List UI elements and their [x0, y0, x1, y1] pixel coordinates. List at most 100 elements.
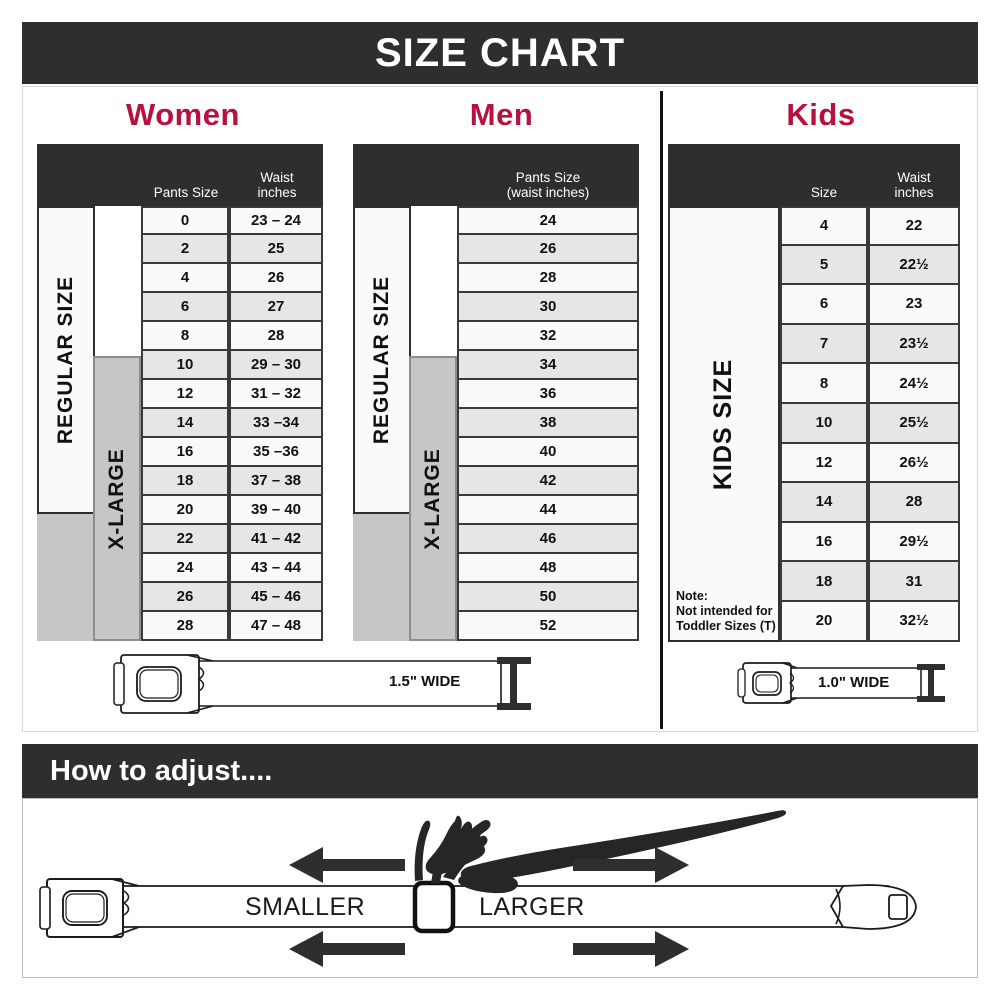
men-cell-size: 30	[457, 293, 639, 320]
kids-cell-waist: 22½	[868, 245, 960, 284]
men-cell-size: 44	[457, 496, 639, 523]
column-header-pants-size-men: Pants Size (waist inches)	[457, 170, 639, 206]
table-row: 18 37 – 38	[141, 467, 323, 496]
men-cell-size: 42	[457, 467, 639, 494]
women-cell-size: 6	[141, 293, 229, 320]
women-cell-waist: 39 – 40	[229, 496, 323, 523]
kids-cell-size: 6	[780, 285, 868, 323]
table-row: 7 23½	[780, 324, 960, 365]
column-header-waist-kids-line2: inches	[894, 185, 934, 200]
column-header-waist-inches: Waist inches	[231, 170, 323, 206]
men-cell-size: 34	[457, 351, 639, 378]
rows-men: 24 26 28 30 32 34 36 38 40 42 44 46 48 50 52	[457, 206, 639, 641]
women-cell-waist: 28	[229, 322, 323, 349]
table-header-kids: Size Waist inches	[668, 144, 960, 206]
men-cell-size: 36	[457, 380, 639, 407]
belt-width-label-kids: 1.0" WIDE	[818, 674, 890, 691]
table-row: 28	[457, 264, 639, 293]
rows-kids: 4 22 5 22½ 6 23 7 23½ 8 24½ 10 25½ 12 26½ 14 28 16 29½ 18 3…	[780, 206, 960, 642]
women-cell-size: 14	[141, 409, 229, 436]
table-row: 20 32½	[780, 601, 960, 642]
kids-size-panel: KIDS SIZE Note: Not intended for Toddler…	[668, 206, 780, 642]
table-row: 16 29½	[780, 522, 960, 563]
kids-cell-waist: 24½	[868, 364, 960, 402]
table-row: 14 28	[780, 483, 960, 523]
men-cell-size: 46	[457, 525, 639, 552]
men-cell-size: 40	[457, 438, 639, 465]
women-cell-waist: 25	[229, 235, 323, 262]
women-cell-size: 2	[141, 235, 229, 262]
belt-diagram-adult-svg	[113, 654, 531, 714]
table-body-men: REGULAR SIZE X-LARGE 24 26 28 30 32 34 36 38 40 4…	[353, 206, 639, 641]
regular-size-panel-men: REGULAR SIZE	[353, 206, 411, 514]
table-row: 8 24½	[780, 364, 960, 404]
page-title: SIZE CHART	[375, 30, 625, 75]
kids-size-label: KIDS SIZE	[709, 358, 738, 490]
women-cell-size: 22	[141, 525, 229, 552]
table-row: 18 31	[780, 562, 960, 602]
table-women: Pants Size Waist inches REGULAR SIZE	[37, 144, 323, 641]
table-row: 5 22½	[780, 245, 960, 286]
column-header-waist-kids: Waist inches	[868, 170, 960, 206]
kids-note-line3: Toddler Sizes (T)	[676, 619, 776, 633]
section-kids: Kids Size Waist inches KIDS SIZE	[663, 87, 979, 642]
column-header-waist-kids-line1: Waist	[897, 170, 931, 185]
table-row: 20 39 – 40	[141, 496, 323, 525]
kids-cell-size: 18	[780, 562, 868, 600]
kids-cell-waist: 22	[868, 208, 960, 244]
table-row: 2 25	[141, 235, 323, 264]
women-cell-size: 28	[141, 612, 229, 639]
kids-cell-waist: 23	[868, 285, 960, 323]
column-header-waist-line1: Waist	[260, 170, 294, 185]
men-cell-size: 32	[457, 322, 639, 349]
label-column-kids: KIDS SIZE Note: Not intended for Toddler…	[668, 206, 780, 642]
table-row: 8 28	[141, 322, 323, 351]
kids-cell-waist: 25½	[868, 403, 960, 442]
table-row: 10 25½	[780, 403, 960, 444]
women-cell-size: 0	[141, 208, 229, 233]
how-to-adjust-bar: How to adjust....	[22, 744, 978, 798]
table-row: 10 29 – 30	[141, 351, 323, 380]
women-cell-waist: 43 – 44	[229, 554, 323, 581]
kids-cell-size: 8	[780, 364, 868, 402]
table-row: 44	[457, 496, 639, 525]
kids-cell-waist: 23½	[868, 324, 960, 363]
kids-cell-waist: 31	[868, 562, 960, 600]
belt-adjust-diagram-svg	[39, 810, 917, 967]
table-row: 24	[457, 206, 639, 235]
women-cell-waist: 45 – 46	[229, 583, 323, 610]
how-to-adjust-panel: SMALLER LARGER	[22, 798, 978, 978]
table-row: 38	[457, 409, 639, 438]
table-row: 26 45 – 46	[141, 583, 323, 612]
table-row: 14 33 –34	[141, 409, 323, 438]
regular-size-panel-women: REGULAR SIZE	[37, 206, 95, 514]
men-cell-size: 50	[457, 583, 639, 610]
women-cell-waist: 47 – 48	[229, 612, 323, 639]
table-body-women: REGULAR SIZE X-LARGE 0 23 – 24 2 25 4 26 6 27 8 2…	[37, 206, 323, 641]
men-cell-size: 24	[457, 208, 639, 233]
how-to-adjust-heading: How to adjust....	[50, 754, 273, 787]
column-header-pants-size: Pants Size	[153, 185, 219, 200]
women-cell-size: 12	[141, 380, 229, 407]
kids-cell-size: 4	[780, 208, 868, 244]
column-header-men-line1: Pants Size	[515, 170, 581, 185]
table-row: 12 31 – 32	[141, 380, 323, 409]
section-heading-men: Men	[469, 97, 534, 132]
women-cell-waist: 26	[229, 264, 323, 291]
women-cell-size: 24	[141, 554, 229, 581]
xlarge-panel-women: X-LARGE	[93, 356, 141, 641]
larger-label: LARGER	[479, 893, 585, 921]
women-cell-size: 26	[141, 583, 229, 610]
women-cell-waist: 33 –34	[229, 409, 323, 436]
smaller-label: SMALLER	[245, 893, 366, 921]
men-cell-size: 28	[457, 264, 639, 291]
arrow-smaller-bottom	[289, 931, 405, 967]
label-column-men: REGULAR SIZE X-LARGE	[353, 206, 457, 641]
table-row: 30	[457, 293, 639, 322]
table-row: 28 47 – 48	[141, 612, 323, 641]
section-heading-kids: Kids	[786, 97, 856, 132]
table-row: 32	[457, 322, 639, 351]
women-cell-waist: 41 – 42	[229, 525, 323, 552]
table-row: 46	[457, 525, 639, 554]
